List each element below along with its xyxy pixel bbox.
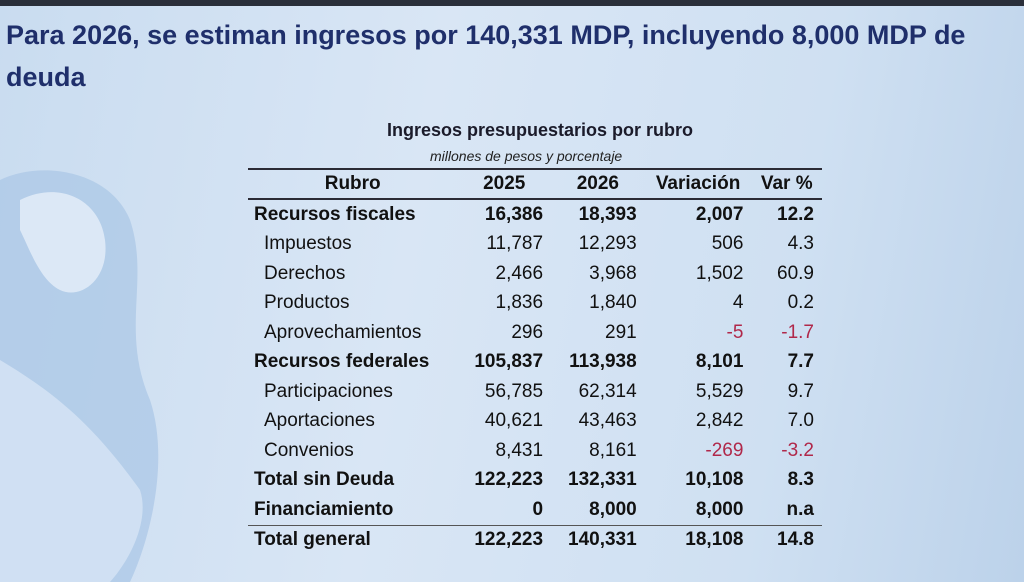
cell: 18,108 <box>644 524 752 555</box>
cell: 7.7 <box>787 351 814 373</box>
row-label: Derechos <box>264 262 346 284</box>
cell: 0 <box>532 498 544 520</box>
row-label: Aportaciones <box>264 410 375 432</box>
table-row: Financiamiento 0 8,000 8,000 n.a <box>248 495 822 525</box>
cell: 122,223 <box>474 469 544 491</box>
cell: 113,938 <box>569 351 637 373</box>
row-label: Productos <box>264 292 350 314</box>
cell: 1,836 <box>495 292 544 314</box>
table-row: Convenios 8,431 8,161 -269 -3.2 <box>248 436 822 466</box>
table-subtitle: millones de pesos y porcentaje <box>430 148 623 164</box>
row-label: Participaciones <box>264 380 393 402</box>
cell: 8.3 <box>787 469 814 491</box>
table-row: Participaciones 56,785 62,314 5,529 9.7 <box>248 377 822 407</box>
cell: -269 <box>705 439 744 461</box>
table-row: Recursos federales 105,837 113,938 8,101 7.7 <box>248 348 822 378</box>
cell: 12,293 <box>578 233 637 255</box>
table-title: Ingresos presupuestarios por rubro <box>386 120 694 140</box>
cell: 8,101 <box>695 351 744 373</box>
header-row: Rubro 2025 2026 Variación Var % <box>248 168 822 200</box>
row-label: Recursos fiscales <box>254 203 416 225</box>
table-row: Impuestos 11,787 12,293 506 4.3 <box>248 230 822 260</box>
table-row: Recursos fiscales 16,386 18,393 2,007 12.2 <box>248 199 822 230</box>
cell: 11,787 <box>486 233 544 255</box>
cell: 132,331 <box>568 469 637 491</box>
cell: 4.3 <box>787 233 814 255</box>
cell: 14.8 <box>751 524 822 555</box>
table-row: Aportaciones 40,621 43,463 2,842 7.0 <box>248 407 822 437</box>
column-header: Var % <box>751 168 822 200</box>
row-label: Total general <box>248 524 458 555</box>
cell: 8,431 <box>495 439 544 461</box>
cell: 7.0 <box>787 410 814 432</box>
column-header: Rubro <box>248 168 458 200</box>
table-body: Recursos fiscales 16,386 18,393 2,007 12.2 Im… <box>248 199 822 555</box>
table-row: Total general 122,223 140,331 18,108 14.8 <box>248 524 822 555</box>
cell: -5 <box>726 321 744 343</box>
cell: 56,785 <box>484 380 544 402</box>
cell: 4 <box>732 292 744 314</box>
table-row: Aprovechamientos 296 291 -5 -1.7 <box>248 318 822 348</box>
cell: 2,466 <box>495 262 544 284</box>
column-header: Variación <box>644 168 752 200</box>
cell: 60.9 <box>777 262 814 284</box>
cell: -1.7 <box>781 321 814 343</box>
table-row: Total sin Deuda 122,223 132,331 10,108 8.3 <box>248 466 822 496</box>
cell: 18,393 <box>578 203 637 225</box>
cell: 9.7 <box>787 380 814 402</box>
cell: 5,529 <box>695 380 744 402</box>
cell: 3,968 <box>589 262 637 284</box>
cell: 8,000 <box>695 498 744 520</box>
cell: 122,223 <box>457 524 552 555</box>
cell: 8,161 <box>589 439 637 461</box>
column-header: 2025 <box>457 168 552 200</box>
cell: 105,837 <box>474 351 544 373</box>
cell: 140,331 <box>551 524 645 555</box>
cell: 43,463 <box>578 410 637 432</box>
cell: 12.2 <box>777 203 814 225</box>
cell: 62,314 <box>578 380 637 402</box>
cell: 296 <box>511 321 544 343</box>
cell: -3.2 <box>781 439 814 461</box>
cell: 2,007 <box>695 203 744 225</box>
cell: 8,000 <box>589 498 637 520</box>
column-header: 2026 <box>551 168 645 200</box>
cell: n.a <box>786 498 814 520</box>
decorative-figure <box>0 170 159 582</box>
row-label: Total sin Deuda <box>254 469 395 491</box>
row-label: Financiamiento <box>254 498 394 520</box>
top-bar <box>0 0 1024 6</box>
revenue-table: Rubro 2025 2026 Variación Var % Recursos fis… <box>248 168 822 555</box>
table-row: Productos 1,836 1,840 4 0.2 <box>248 289 822 319</box>
row-label: Convenios <box>264 439 354 461</box>
row-label: Impuestos <box>264 233 352 255</box>
cell: 1,502 <box>695 262 744 284</box>
row-label: Aprovechamientos <box>264 321 422 343</box>
table-row: Derechos 2,466 3,968 1,502 60.9 <box>248 259 822 289</box>
cell: 40,621 <box>484 410 544 432</box>
slide-title: Para 2026, se estiman ingresos por 140,3… <box>6 20 966 92</box>
cell: 1,840 <box>589 292 637 314</box>
cell: 0.2 <box>787 292 814 314</box>
cell: 10,108 <box>685 469 744 491</box>
cell: 506 <box>711 233 744 255</box>
cell: 2,842 <box>695 410 744 432</box>
row-label: Recursos federales <box>254 351 430 373</box>
cell: 291 <box>605 321 637 343</box>
cell: 16,386 <box>484 203 544 225</box>
